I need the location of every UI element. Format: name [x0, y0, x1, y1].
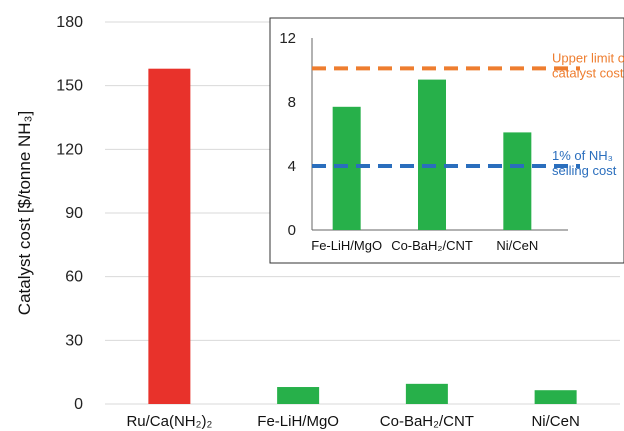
inset-bar [503, 132, 532, 230]
y-tick-label: 150 [56, 78, 83, 95]
inset-y-tick-label: 8 [288, 94, 296, 111]
x-tick-label: Fe-LiH/MgO [257, 413, 339, 430]
bar [405, 383, 448, 404]
y-tick-label: 0 [74, 396, 83, 413]
y-tick-label: 90 [65, 205, 83, 222]
inset-y-tick-label: 0 [288, 222, 296, 239]
y-tick-label: 30 [65, 332, 83, 349]
x-tick-label: Ru/Ca(NH₂)₂ [126, 413, 212, 430]
inset-x-tick-label: Fe-LiH/MgO [311, 238, 382, 253]
inset-x-tick-label: Ni/CeN [496, 238, 538, 253]
inset-y-tick-label: 4 [288, 158, 296, 175]
reference-line-label: 1% of NH₃ selling cost [552, 148, 617, 178]
inset-x-tick-label: Co-BaH₂/CNT [391, 238, 473, 253]
y-tick-label: 120 [56, 141, 83, 158]
bar [277, 387, 320, 404]
inset-bar [332, 106, 361, 230]
bar [148, 68, 191, 404]
x-tick-label: Co-BaH₂/CNT [380, 413, 474, 430]
inset-chart: 0 4 8 12 Fe-LiH/MgO Co-BaH₂/CNT Ni/CeN Upper li… [269, 17, 624, 264]
bar [534, 390, 577, 404]
inset-y-tick-label: 12 [279, 30, 296, 47]
reference-line-label: Upper limit of catalyst cost [552, 50, 624, 80]
inset-bar [418, 79, 446, 230]
inset-frame [269, 17, 624, 264]
y-tick-label: 60 [65, 269, 83, 286]
y-tick-label: 180 [56, 14, 83, 31]
y-axis-label: Catalyst cost [$/tonne NH₃] [15, 111, 34, 315]
x-tick-label: Ni/CeN [531, 413, 579, 430]
